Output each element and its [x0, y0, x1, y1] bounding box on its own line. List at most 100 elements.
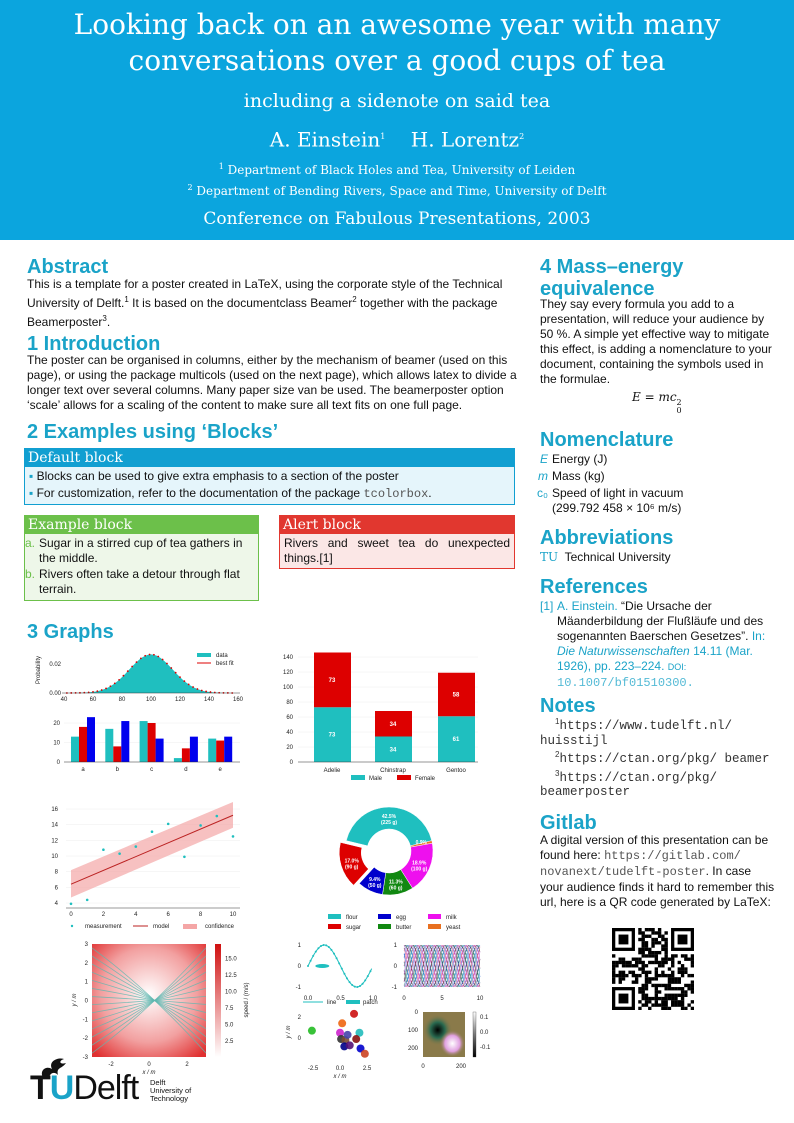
qr-module — [641, 970, 645, 975]
note-url[interactable]: https://www.tudelft.nl/ huisstijl — [540, 719, 732, 748]
y-tick-label: 60 — [286, 715, 293, 721]
measurement-point — [69, 902, 73, 906]
slice-label: 11.3% — [389, 879, 403, 885]
latex-logo: LaTeX — [244, 277, 279, 291]
qr-module — [661, 944, 665, 948]
qr-module — [664, 947, 668, 952]
qr-module — [671, 970, 675, 975]
poster-header: Looking back on an awesome year with man… — [0, 0, 794, 240]
bar — [155, 738, 164, 762]
note-url[interactable]: https://ctan.org/pkg/ beamer — [559, 752, 770, 767]
qr-module — [690, 957, 694, 961]
line-marker — [327, 945, 330, 948]
qr-module — [667, 977, 672, 981]
legend-label: confidence — [205, 924, 235, 930]
y-tick-label: 100 — [408, 1028, 419, 1034]
qr-module — [638, 987, 642, 991]
qr-module — [638, 960, 642, 965]
ref-doi[interactable]: 10.1007/bf01510300. — [557, 676, 694, 690]
line-marker — [348, 981, 351, 984]
qr-module — [661, 983, 665, 988]
qr-module — [661, 1006, 665, 1010]
footnote-2[interactable]: 2 — [352, 295, 357, 304]
y-tick-label: 100 — [283, 685, 294, 691]
measurement-point — [102, 848, 105, 852]
measurement-point — [183, 855, 186, 859]
x-tick-label: 0 — [402, 996, 406, 1002]
footnote-3[interactable]: 3 — [102, 314, 107, 323]
qr-module — [638, 967, 642, 971]
flame-icon — [41, 1058, 66, 1079]
gitlab-text: A digital version of this presentation c… — [540, 833, 775, 910]
y-tick-label: 0.02 — [49, 662, 61, 668]
qr-module — [648, 1000, 652, 1004]
qr-module — [638, 990, 642, 994]
qr-module — [671, 960, 675, 965]
slice-sublabel: (60 g) — [389, 885, 403, 891]
qr-module — [671, 993, 675, 997]
legend-label: butter — [396, 925, 411, 931]
item-text: Blocks can be used to give extra emphasi… — [36, 469, 399, 483]
qr-module — [661, 937, 665, 942]
x-tick-label: 1.0 — [369, 996, 378, 1002]
y-tick-label: 20 — [286, 745, 293, 751]
qr-module — [680, 1000, 685, 1004]
qr-module — [677, 993, 681, 997]
line-marker — [309, 959, 312, 962]
x-tick-label: 0 — [421, 1064, 425, 1070]
bar — [208, 738, 217, 762]
colorbar-tick-label: 0.1 — [480, 1015, 489, 1021]
y-tick-label: 6 — [55, 885, 59, 891]
qr-module — [641, 960, 645, 965]
x-tick-label: 160 — [233, 697, 244, 703]
footnote-1[interactable]: 1 — [124, 295, 129, 304]
sinusoid-line — [403, 944, 481, 988]
best-fit-point — [96, 690, 99, 693]
nomenclature-list: E Energy (J) m Mass (kg) c₀ Speed of light … — [532, 452, 772, 516]
item-text: For customization, refer to the document… — [36, 486, 364, 500]
bar-label: 34 — [390, 747, 397, 753]
affil-1-sup: 1 — [218, 162, 224, 171]
ref-label: [1] — [540, 599, 554, 613]
qr-module — [664, 941, 668, 945]
note-url[interactable]: https://ctan.org/pkg/ beamerposter — [540, 770, 717, 800]
qr-module — [641, 941, 645, 945]
qr-module — [638, 937, 642, 942]
qr-module — [631, 964, 636, 968]
qr-module — [618, 970, 622, 975]
bubble — [355, 1028, 364, 1037]
x-tick-label: Gentoo — [446, 768, 466, 774]
legend-label: data — [216, 653, 228, 659]
y-tick-label: 120 — [283, 670, 294, 676]
alert-block-text: Rivers and sweet tea do unexpected thing… — [284, 536, 510, 565]
qr-module — [648, 970, 652, 975]
streamline — [91, 971, 207, 1030]
qr-module — [641, 934, 645, 938]
qr-module — [674, 987, 678, 991]
code-text: tcolorbox — [363, 487, 429, 501]
best-fit-point — [209, 691, 212, 693]
measurement-point — [215, 814, 219, 818]
qr-module — [684, 967, 688, 971]
qr-module — [641, 967, 645, 971]
x-tick-label: 0 — [69, 912, 73, 918]
qr-module — [638, 973, 642, 978]
qr-module — [641, 996, 645, 1001]
gitlab-url[interactable]: https://gitlab.com/ novanext/tudelft-pos… — [540, 849, 741, 879]
qr-module — [641, 993, 645, 997]
qr-module — [625, 973, 629, 978]
qr-module — [648, 1006, 652, 1010]
qr-code[interactable] — [612, 928, 694, 1010]
colorbar-tick-label: -0.1 — [480, 1045, 491, 1051]
note-num: 3 — [555, 768, 560, 778]
qr-module — [641, 937, 645, 942]
affil-2-sup: 2 — [187, 183, 193, 192]
sinusoid-line — [403, 944, 481, 988]
best-fit-point — [92, 690, 94, 693]
legend-swatch-flour — [328, 914, 341, 919]
qr-module — [661, 1000, 665, 1004]
qr-module — [641, 950, 645, 955]
qr-module — [674, 1000, 678, 1004]
qr-module — [612, 980, 616, 984]
bubble — [350, 1009, 359, 1018]
